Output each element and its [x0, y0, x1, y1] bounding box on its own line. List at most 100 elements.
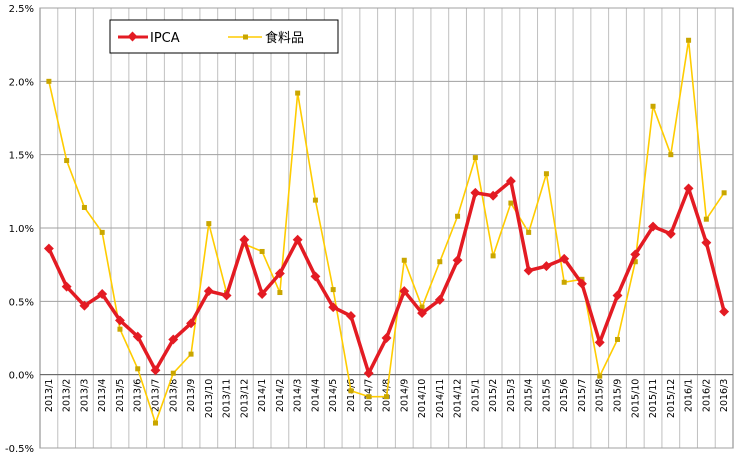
data-point	[99, 229, 105, 235]
data-point	[150, 365, 161, 376]
x-tick-label: 2016/1	[684, 379, 695, 412]
x-tick-label: 2013/4	[97, 379, 108, 412]
data-point	[43, 243, 54, 254]
data-point	[188, 351, 194, 357]
data-point	[384, 394, 389, 400]
data-point	[203, 286, 214, 297]
legend-ipca-label: IPCA	[150, 31, 180, 46]
x-tick-label: 2013/3	[79, 379, 90, 412]
data-point	[259, 248, 265, 254]
x-tick-label: 2016/3	[719, 379, 730, 412]
x-tick-label: 2015/2	[488, 379, 499, 412]
x-tick-label: 2013/1	[44, 379, 55, 412]
x-tick-label: 2013/8	[168, 379, 179, 412]
data-point	[505, 176, 516, 187]
x-tick-label: 2015/11	[648, 379, 659, 418]
data-point	[186, 318, 196, 329]
x-tick-label: 2016/2	[701, 379, 712, 412]
x-tick-label: 2014/12	[453, 379, 464, 418]
data-point	[206, 221, 212, 227]
y-tick-label: 2.5%	[9, 4, 34, 15]
data-point	[310, 271, 321, 282]
x-tick-label: 2013/10	[204, 379, 215, 418]
data-point	[434, 294, 445, 305]
data-point	[295, 90, 301, 96]
data-point	[490, 253, 496, 259]
x-tick-label: 2014/1	[257, 379, 268, 412]
data-point	[703, 216, 709, 222]
data-point	[135, 366, 141, 372]
legend-food-label: 食料品	[265, 30, 304, 46]
data-point	[721, 190, 727, 196]
data-point	[719, 306, 730, 317]
y-tick-label: 1.0%	[9, 224, 34, 235]
data-point	[437, 259, 443, 265]
data-point	[346, 311, 356, 321]
y-tick-label: -0.5%	[5, 444, 34, 455]
data-point	[348, 388, 354, 394]
data-point	[168, 334, 179, 345]
series-layer	[43, 37, 730, 426]
x-tick-label: 2014/3	[293, 379, 304, 412]
x-tick-label: 2014/9	[399, 379, 410, 412]
data-point	[488, 190, 499, 201]
x-tick-label: 2014/10	[417, 379, 428, 418]
series-ipca	[43, 176, 730, 379]
data-point	[632, 259, 638, 265]
x-tick-label: 2014/5	[328, 379, 339, 412]
data-point	[330, 287, 336, 293]
x-tick-label: 2015/10	[630, 379, 641, 418]
data-point	[665, 228, 676, 239]
data-point	[472, 155, 478, 161]
data-point	[594, 337, 605, 348]
x-tick-label: 2015/7	[577, 379, 588, 412]
data-point	[523, 265, 534, 276]
data-point	[650, 103, 656, 109]
x-tick-label: 2013/2	[62, 379, 73, 412]
data-point	[401, 257, 407, 263]
x-tick-label: 2015/5	[541, 379, 552, 412]
data-point	[257, 289, 268, 299]
x-tick-label: 2015/8	[595, 379, 606, 412]
data-point	[328, 302, 339, 313]
data-point	[117, 326, 123, 332]
data-point	[274, 268, 285, 279]
x-tick-label: 2014/4	[310, 379, 321, 412]
x-tick-label: 2013/12	[239, 379, 250, 418]
x-tick-label: 2013/7	[151, 379, 162, 412]
data-point	[452, 255, 463, 266]
x-tick-label: 2015/3	[506, 379, 517, 412]
x-tick-label: 2013/5	[115, 379, 126, 412]
data-point	[277, 290, 283, 296]
legend-ipca-marker	[127, 31, 138, 42]
data-point	[526, 229, 532, 235]
data-point	[470, 187, 481, 198]
data-point	[292, 234, 303, 245]
data-point	[221, 290, 232, 301]
data-point	[668, 152, 674, 158]
data-point	[239, 234, 250, 245]
x-tick-label: 2015/4	[524, 379, 535, 412]
data-point	[577, 278, 587, 289]
x-tick-label: 2015/1	[470, 379, 481, 412]
x-tick-label: 2015/12	[666, 379, 677, 418]
data-point	[701, 237, 712, 248]
data-point	[615, 336, 620, 342]
data-point	[366, 394, 372, 400]
x-tick-label: 2014/11	[435, 379, 446, 418]
data-point	[543, 171, 549, 177]
data-point	[132, 331, 143, 342]
legend: IPCA 食料品	[109, 19, 339, 54]
y-tick-label: 1.5%	[9, 151, 34, 162]
x-tick-label: 2013/11	[222, 379, 233, 418]
legend-food-marker	[243, 34, 248, 40]
data-point	[153, 420, 158, 426]
data-point	[683, 183, 694, 194]
y-tick-label: 2.0%	[9, 77, 34, 88]
data-point	[46, 78, 52, 84]
data-point	[381, 333, 392, 343]
data-point	[648, 221, 658, 232]
data-point	[597, 373, 603, 379]
